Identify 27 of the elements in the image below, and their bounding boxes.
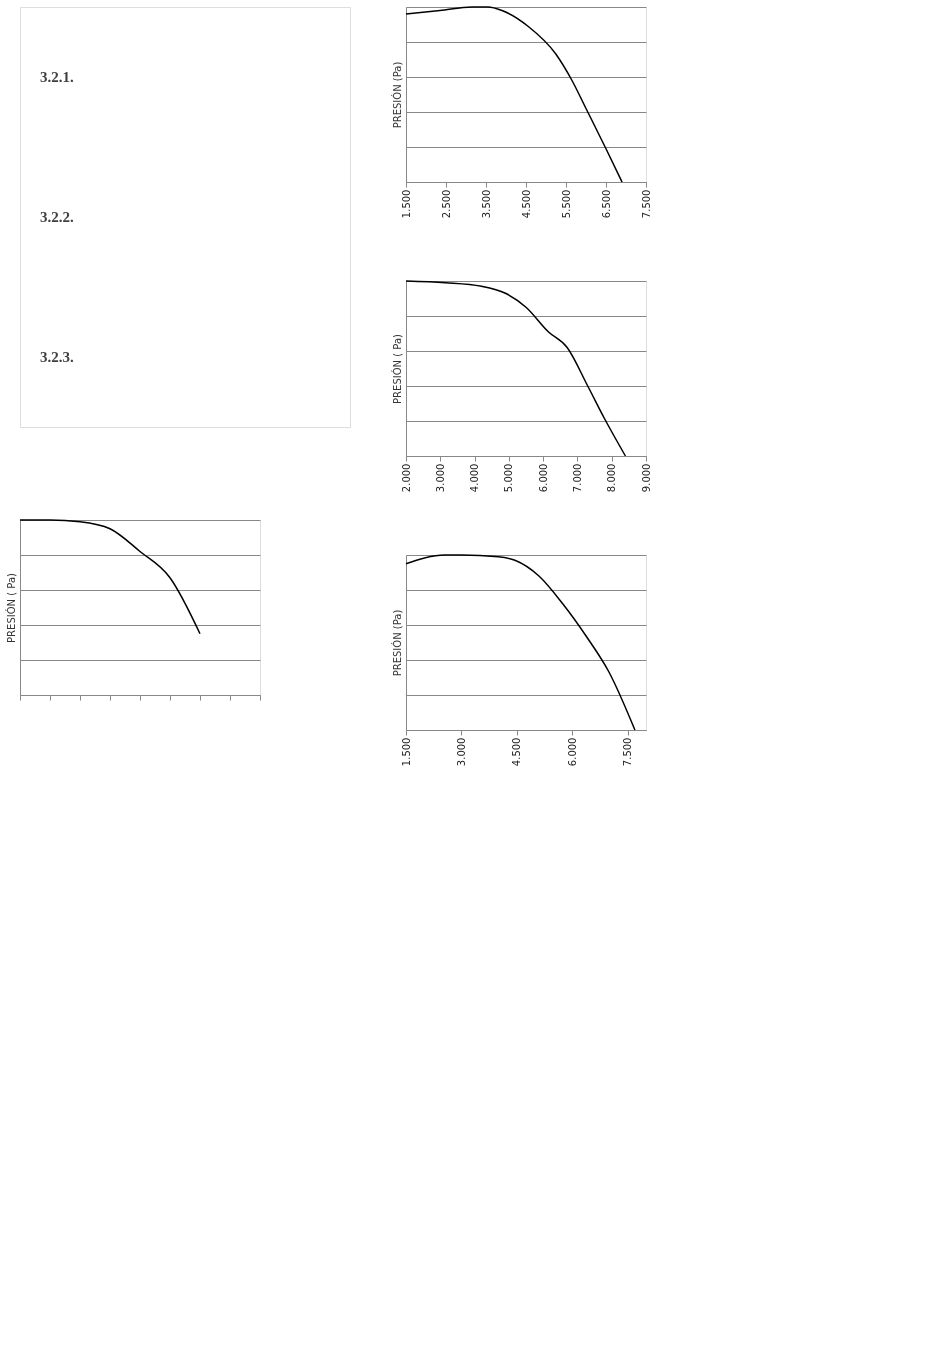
x-tick-label: 1.500 xyxy=(400,737,412,767)
text: 3.2.2. xyxy=(40,209,74,225)
x-tick-label: 2.500 xyxy=(440,189,452,219)
x-tick-label: 3.000 xyxy=(455,737,467,767)
x-tick-label: 7.000 xyxy=(571,463,583,493)
x-tick-label: 5.500 xyxy=(560,189,572,219)
x-tick-label: 6.000 xyxy=(566,737,578,767)
x-tick-label: 6.000 xyxy=(537,463,549,493)
x-tick-label: 4.000 xyxy=(469,463,481,493)
x-tick-label: 3.500 xyxy=(480,189,492,219)
x-tick-label: 3.000 xyxy=(434,463,446,493)
y-axis-title: PRESIÓN (Pa) xyxy=(390,609,403,677)
x-tick-label: 1.500 xyxy=(400,189,412,219)
x-tick-label: 7.500 xyxy=(640,189,652,219)
x-tick-label: 4.500 xyxy=(511,737,523,767)
x-tick-label: 4.500 xyxy=(520,189,532,219)
text: 3.2.1. xyxy=(40,69,74,85)
x-tick-label: 9.000 xyxy=(640,463,652,493)
y-axis-title: PRESIÓN (Pa) xyxy=(390,61,403,129)
x-tick-label: 6.500 xyxy=(600,189,612,219)
y-axis-title: PRESIÓN ( Pa) xyxy=(4,573,17,643)
x-tick-label: 8.000 xyxy=(606,463,618,493)
x-tick-label: 5.000 xyxy=(503,463,515,493)
x-tick-label: 2.000 xyxy=(400,463,412,493)
x-tick-label: 7.500 xyxy=(622,737,634,767)
y-axis-title: PRESIÓN ( Pa) xyxy=(390,334,403,404)
text: 3.2.3. xyxy=(40,349,74,365)
